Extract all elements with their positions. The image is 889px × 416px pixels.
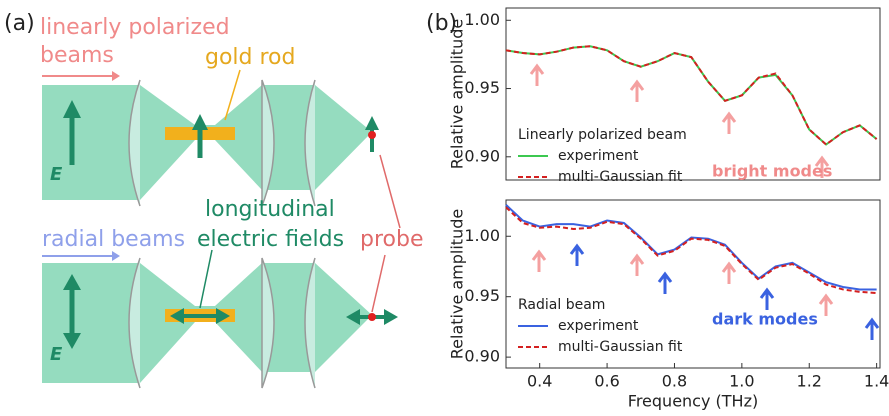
y-tick-label: 1.00: [464, 226, 500, 245]
plot-frame: [505, 199, 881, 369]
rod-label: gold rod: [205, 45, 295, 70]
x-tick-label: 1.0: [729, 372, 754, 391]
pointer: [379, 154, 401, 229]
field-arrow: [170, 308, 230, 324]
field-text: electric fields: [197, 227, 344, 252]
legend-title: Radial beam: [518, 297, 605, 313]
y-tick-label: 0.90: [464, 146, 500, 165]
field-text: longitudinal: [205, 197, 335, 222]
probe-label: probe: [360, 227, 424, 252]
beam: [42, 85, 372, 200]
mode-arrows: [529, 63, 880, 340]
y-tick-label: 1.00: [464, 10, 500, 29]
beam-label: radial beams: [42, 227, 185, 252]
x-axis-label: Frequency (THz): [628, 392, 758, 411]
pointer: [199, 249, 213, 309]
panel-label: (b): [426, 11, 457, 36]
y-tick-label: 0.95: [464, 286, 500, 305]
lens: [304, 79, 316, 207]
x-tick-label: 0.4: [527, 372, 552, 391]
beam-label: beams: [40, 43, 114, 68]
probe: [368, 131, 376, 139]
x-tick-label: 1.2: [797, 372, 822, 391]
lens: [128, 257, 141, 389]
y-axis-label: Relative amplitude: [448, 209, 467, 359]
field-label: E: [50, 164, 63, 185]
field-arrow: [63, 274, 81, 349]
annotation: dark modes: [712, 310, 818, 329]
pointer: [224, 69, 241, 121]
field-arrow: [192, 114, 208, 130]
legend-label: multi-Gaussian fit: [558, 339, 683, 355]
beam-label: linearly polarized: [40, 15, 230, 40]
lens: [128, 79, 141, 207]
series-line: [505, 45, 878, 146]
lens: [261, 257, 275, 389]
legend-label: multi-Gaussian fit: [558, 169, 683, 185]
legend-title: Linearly polarized beam: [518, 127, 687, 143]
series-line: [505, 204, 877, 291]
x-tick-label: 0.6: [594, 372, 619, 391]
lens: [261, 79, 275, 207]
beam-arrow: [112, 71, 120, 81]
annotation: bright modes: [712, 162, 832, 181]
legend-label: experiment: [558, 318, 639, 334]
x-tick-label: 1.4: [864, 372, 889, 391]
field-arrow: [63, 100, 81, 118]
field-arrow: [365, 116, 379, 130]
series-line: [505, 206, 877, 295]
panel-label: (a): [4, 11, 35, 36]
y-tick-label: 0.90: [464, 347, 500, 366]
legend-label: experiment: [558, 148, 639, 164]
beam: [42, 263, 372, 383]
y-tick-label: 0.95: [464, 78, 500, 97]
pointer: [371, 254, 386, 313]
field-arrow: [346, 309, 398, 325]
lens: [304, 257, 316, 389]
diagram: (a) linearly polarized beams gold rod E …: [4, 11, 424, 389]
probe: [368, 313, 376, 321]
plot-frame: [505, 7, 881, 181]
field-label: E: [50, 344, 63, 365]
beam-arrow: [112, 251, 120, 261]
x-tick-label: 0.8: [662, 372, 687, 391]
y-axis-label: Relative amplitude: [448, 19, 467, 169]
